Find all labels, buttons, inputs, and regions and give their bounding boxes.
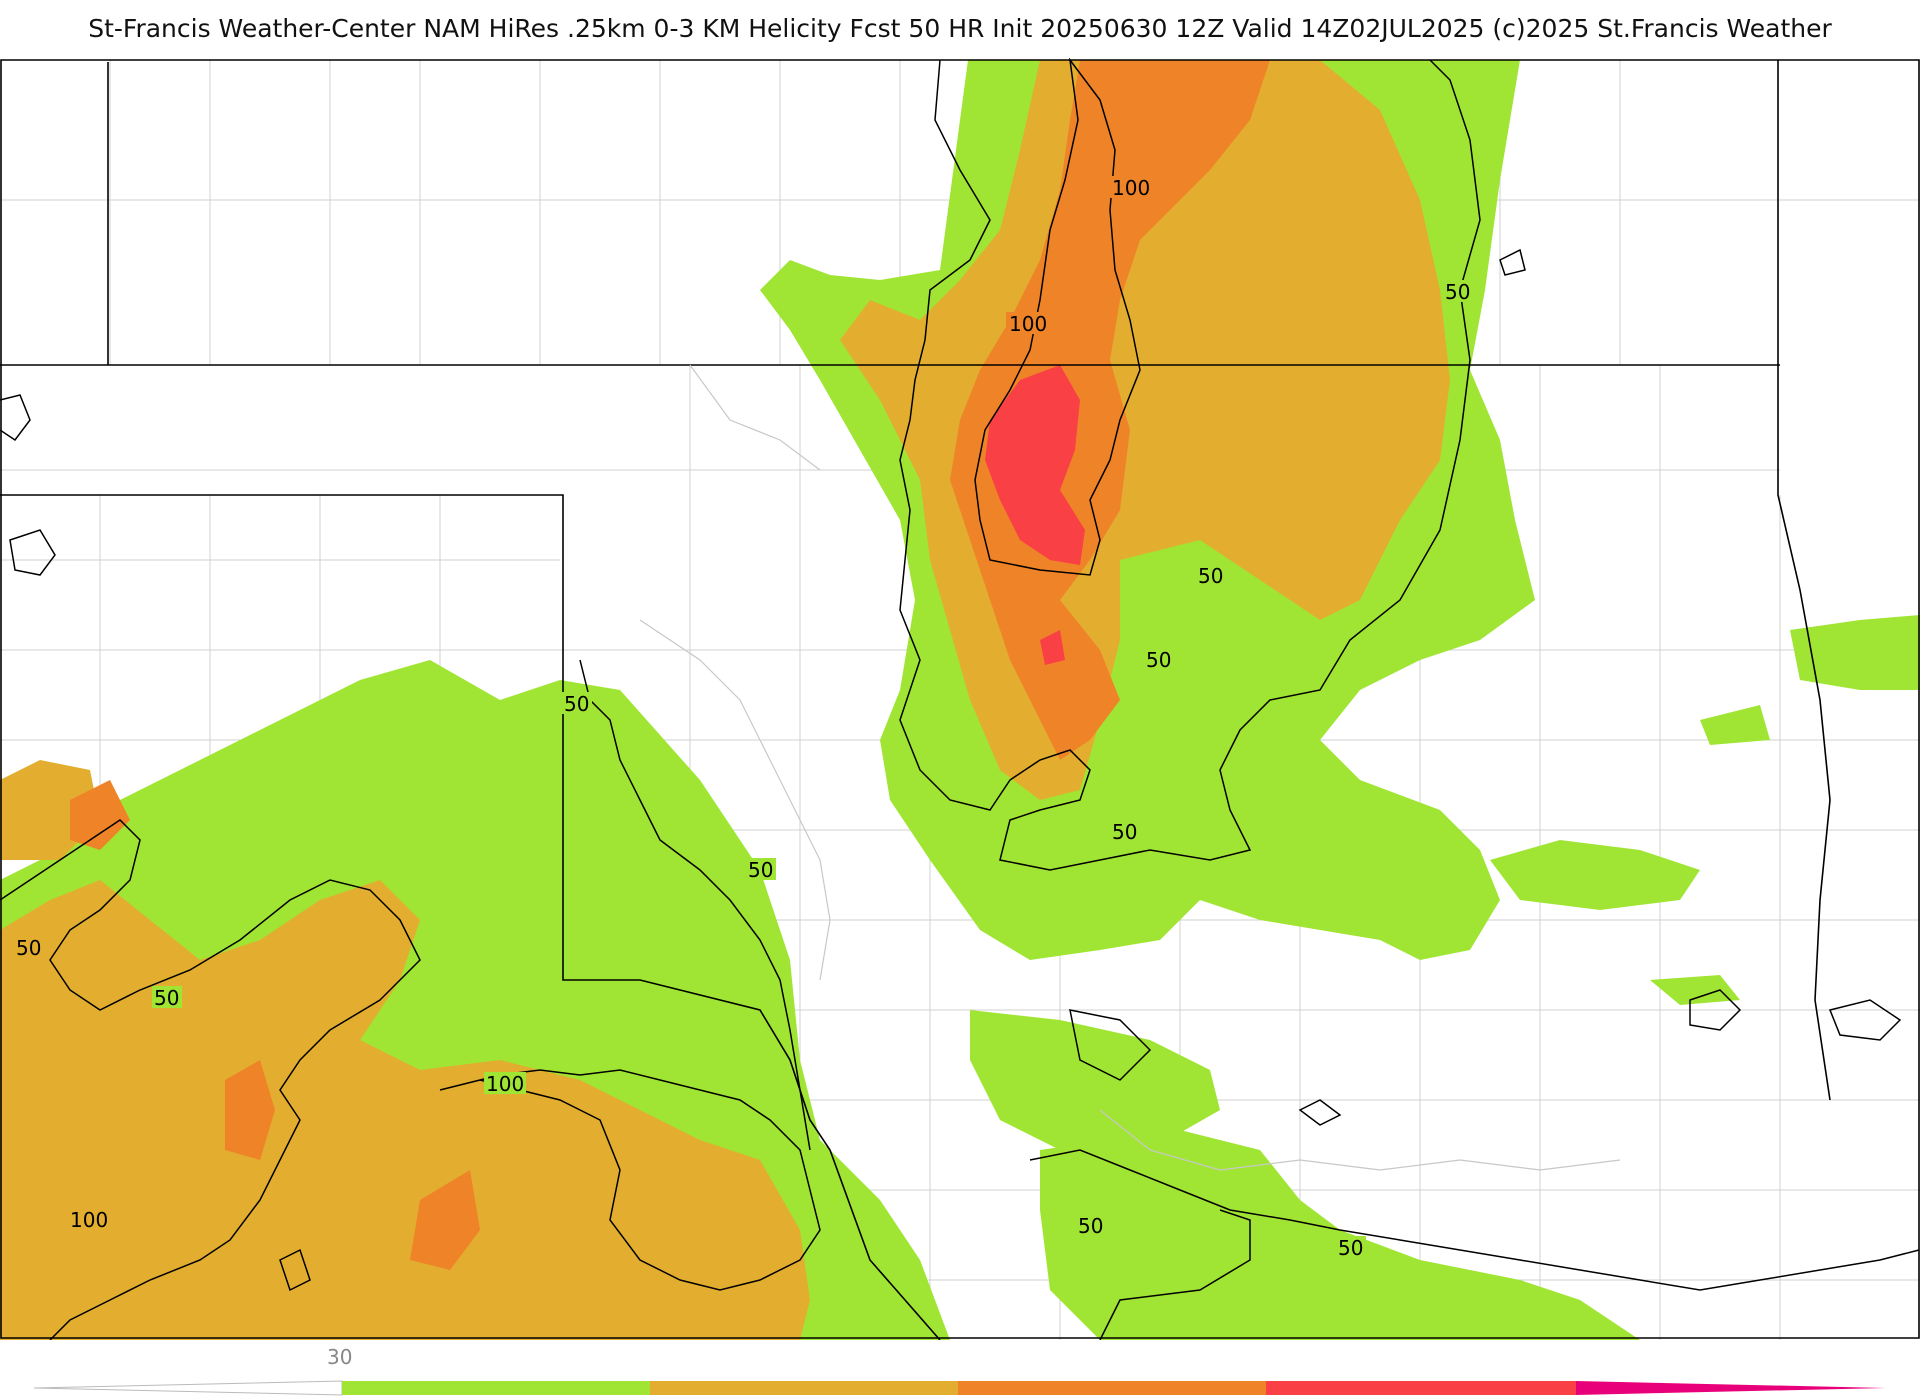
contour-label-50-center-b: 50 (1146, 648, 1171, 672)
helicity-fill-red (985, 365, 1085, 665)
helicity-fill-orange (70, 60, 1270, 1270)
colorbar-segment-gold (650, 1381, 958, 1395)
colorbar-segment-red (1266, 1381, 1576, 1395)
helicity-fill-gold (0, 60, 1450, 1340)
map-title: St-Francis Weather-Center NAM HiRes .25k… (88, 14, 1832, 43)
contour-labels: 100 100 50 50 50 50 50 50 50 50 100 100 … (14, 176, 1472, 1260)
contour-label-50-center-a: 50 (1198, 564, 1223, 588)
contour-label-50-west-c: 50 (16, 936, 41, 960)
colorbar-left-triangle (33, 1380, 343, 1396)
contour-label-100-sw-a: 100 (486, 1072, 524, 1096)
helicity-map: 100 100 50 50 50 50 50 50 50 50 100 100 … (0, 58, 1920, 1340)
contour-label-50-ne: 50 (1445, 280, 1470, 304)
contour-label-50-south-a: 50 (1078, 1214, 1103, 1238)
colorbar-segment-orange (958, 1381, 1266, 1395)
rivers (639, 364, 1621, 1171)
colorbar-segment-green (342, 1381, 650, 1395)
contour-label-50-west-d: 50 (154, 986, 179, 1010)
contour-label-100-sw-b: 100 (70, 1208, 108, 1232)
contour-label-50-south-b: 50 (1338, 1236, 1363, 1260)
contour-label-100-mid: 100 (1009, 312, 1047, 336)
colorbar-tick-label: 30 (327, 1345, 352, 1369)
contour-label-100-north: 100 (1112, 176, 1150, 200)
contour-label-50-center-c: 50 (1112, 820, 1137, 844)
contour-label-50-west-b: 50 (748, 858, 773, 882)
colorbar-right-triangle (1576, 1381, 1886, 1395)
colorbar: 30 (33, 1345, 1886, 1396)
state-borders (0, 59, 1920, 1340)
contour-label-50-west-a: 50 (564, 692, 589, 716)
helicity-contours (0, 58, 1920, 1340)
